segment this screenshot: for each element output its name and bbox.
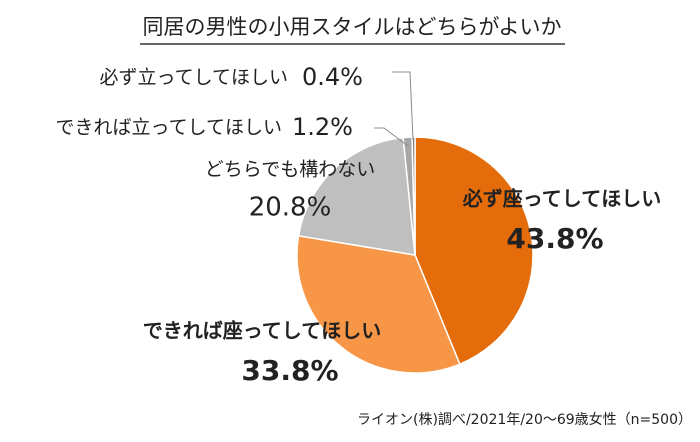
value-label: 20.8%	[249, 193, 332, 223]
value-label: 1.2%	[292, 113, 353, 141]
value-label: 43.8%	[506, 222, 603, 255]
value-label: 0.4%	[302, 63, 363, 91]
pie-slice	[296, 234, 461, 374]
chart-title: 同居の男性の小用スタイルはどちらがよいか	[143, 15, 562, 39]
leader-line	[374, 127, 409, 147]
pie-slice	[414, 136, 534, 366]
category-label: 必ず座ってしてほしい	[462, 187, 661, 211]
pie-slice	[297, 136, 416, 256]
value-label: 33.8%	[241, 354, 338, 387]
source-note: ライオン(株)調べ/2021年/20～69歳女性（n=500）	[357, 411, 692, 428]
pie-slice	[411, 136, 416, 256]
category-label: どちらでも構わない	[205, 159, 375, 181]
leader-line	[392, 71, 414, 141]
category-label: できれば立ってしてほしい	[56, 117, 282, 139]
category-label: できれば座ってしてほしい	[143, 319, 381, 343]
category-label: 必ず立ってしてほしい	[100, 67, 288, 89]
